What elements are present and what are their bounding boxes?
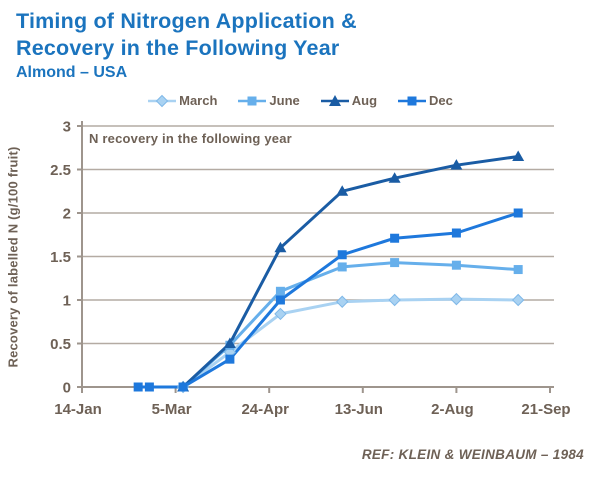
x-tick-label: 14-Jan	[54, 401, 102, 418]
legend-item-dec: Dec	[397, 93, 453, 108]
series-marker-dec	[275, 295, 285, 305]
legend-marker-aug-icon	[320, 94, 349, 106]
series-marker-aug	[388, 172, 401, 183]
series-marker-march	[274, 307, 287, 321]
x-tick-label: 2-Aug	[431, 401, 474, 418]
x-tick-label: 21-Sep	[521, 401, 570, 418]
series-marker-march	[511, 293, 525, 307]
series-marker-march	[388, 293, 401, 307]
series-marker-aug	[450, 159, 463, 170]
y-tick-label: 0.5	[50, 336, 71, 353]
legend-label: Dec	[429, 93, 453, 108]
series-marker-dec	[178, 382, 188, 392]
legend-marker-march-icon	[148, 94, 177, 107]
series-marker-dec	[513, 208, 523, 218]
series-marker-dec	[451, 228, 461, 238]
series-marker-aug	[512, 150, 525, 161]
legend-label: Aug	[351, 93, 378, 108]
reference-text: REF: KLEIN & WEINBAUM – 1984	[361, 447, 584, 462]
x-tick-label: 13-Jun	[335, 401, 383, 418]
legend-label: June	[269, 93, 300, 108]
series-marker-aug	[223, 337, 236, 348]
series-marker-june	[513, 265, 523, 275]
series-marker-march	[450, 292, 463, 306]
chart-legend: March June Aug Dec	[0, 93, 600, 108]
legend-item-aug: Aug	[320, 93, 377, 108]
series-marker-march	[336, 295, 349, 308]
series-marker-dec	[337, 250, 347, 260]
series-marker-june	[337, 262, 347, 272]
series-marker-aug	[336, 185, 349, 196]
series-marker-dec	[390, 233, 400, 243]
y-tick-label: 1.5	[50, 249, 71, 266]
legend-label: March	[179, 93, 218, 108]
x-tick-label: 5-Mar	[152, 401, 192, 418]
y-tick-label: 2.5	[50, 162, 71, 179]
series-marker-dec	[144, 382, 154, 392]
series-marker-june	[390, 258, 400, 268]
legend-item-june: June	[237, 93, 300, 108]
series-marker-dec	[225, 354, 235, 364]
y-tick-label: 1	[63, 293, 71, 310]
series-marker-dec	[133, 382, 143, 392]
y-tick-label: 0	[63, 380, 71, 397]
page-subtitle: Almond – USA	[16, 64, 128, 81]
legend-marker-june-icon	[238, 96, 267, 105]
series-marker-june	[275, 286, 285, 296]
y-tick-label: 2	[63, 206, 71, 223]
series-marker-aug	[274, 241, 287, 253]
series-line-june	[181, 261, 520, 389]
chart-annotation: N recovery in the following year	[89, 131, 292, 146]
title-line-2: Recovery in the Following Year	[16, 36, 340, 60]
y-tick-label: 3	[63, 119, 71, 136]
legend-marker-dec-icon	[398, 96, 427, 105]
page-title: Timing of Nitrogen Application & Recover…	[16, 8, 357, 62]
series-marker-june	[451, 260, 461, 270]
legend-item-march: March	[147, 93, 217, 108]
title-line-1: Timing of Nitrogen Application &	[16, 9, 357, 33]
x-tick-label: 24-Apr	[241, 401, 289, 418]
